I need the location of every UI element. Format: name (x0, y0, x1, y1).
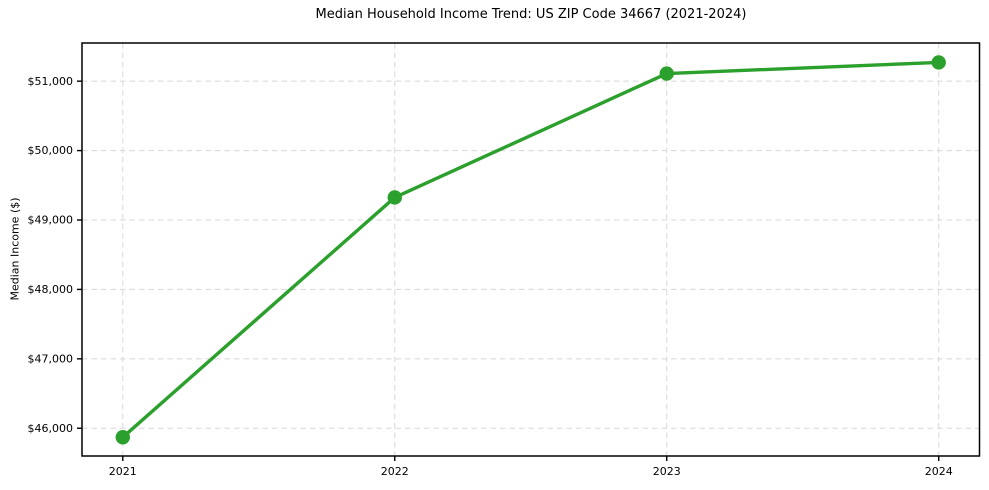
data-point-2023 (659, 66, 674, 81)
y-tick-label: $50,000 (28, 144, 74, 157)
data-point-2021 (115, 430, 130, 445)
y-tick-label: $49,000 (28, 214, 74, 227)
y-tick-label: $51,000 (28, 75, 74, 88)
y-tick-label: $47,000 (28, 352, 74, 365)
x-tick-label: 2021 (109, 465, 137, 478)
data-point-2024 (931, 55, 946, 70)
x-tick-label: 2022 (381, 465, 409, 478)
y-tick-label: $46,000 (28, 422, 74, 435)
x-tick-label: 2023 (653, 465, 681, 478)
x-tick-label: 2024 (925, 465, 953, 478)
y-tick-label: $48,000 (28, 283, 74, 296)
data-point-2022 (387, 190, 402, 205)
trend-line (121, 60, 941, 439)
plot-border (81, 42, 981, 457)
chart-title: Median Household Income Trend: US ZIP Co… (315, 7, 747, 22)
